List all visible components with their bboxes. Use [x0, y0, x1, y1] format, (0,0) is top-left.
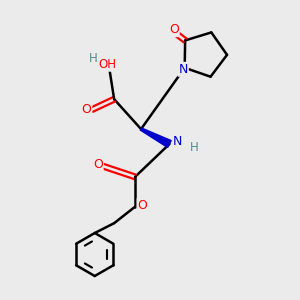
- Polygon shape: [140, 128, 171, 148]
- Text: O: O: [82, 103, 91, 116]
- Text: O: O: [93, 158, 103, 171]
- Text: OH: OH: [98, 58, 116, 71]
- Text: O: O: [138, 199, 148, 212]
- Text: H: H: [89, 52, 98, 65]
- Text: N: N: [178, 63, 188, 76]
- Text: O: O: [169, 23, 179, 36]
- Text: H: H: [190, 141, 198, 154]
- Text: N: N: [173, 135, 182, 148]
